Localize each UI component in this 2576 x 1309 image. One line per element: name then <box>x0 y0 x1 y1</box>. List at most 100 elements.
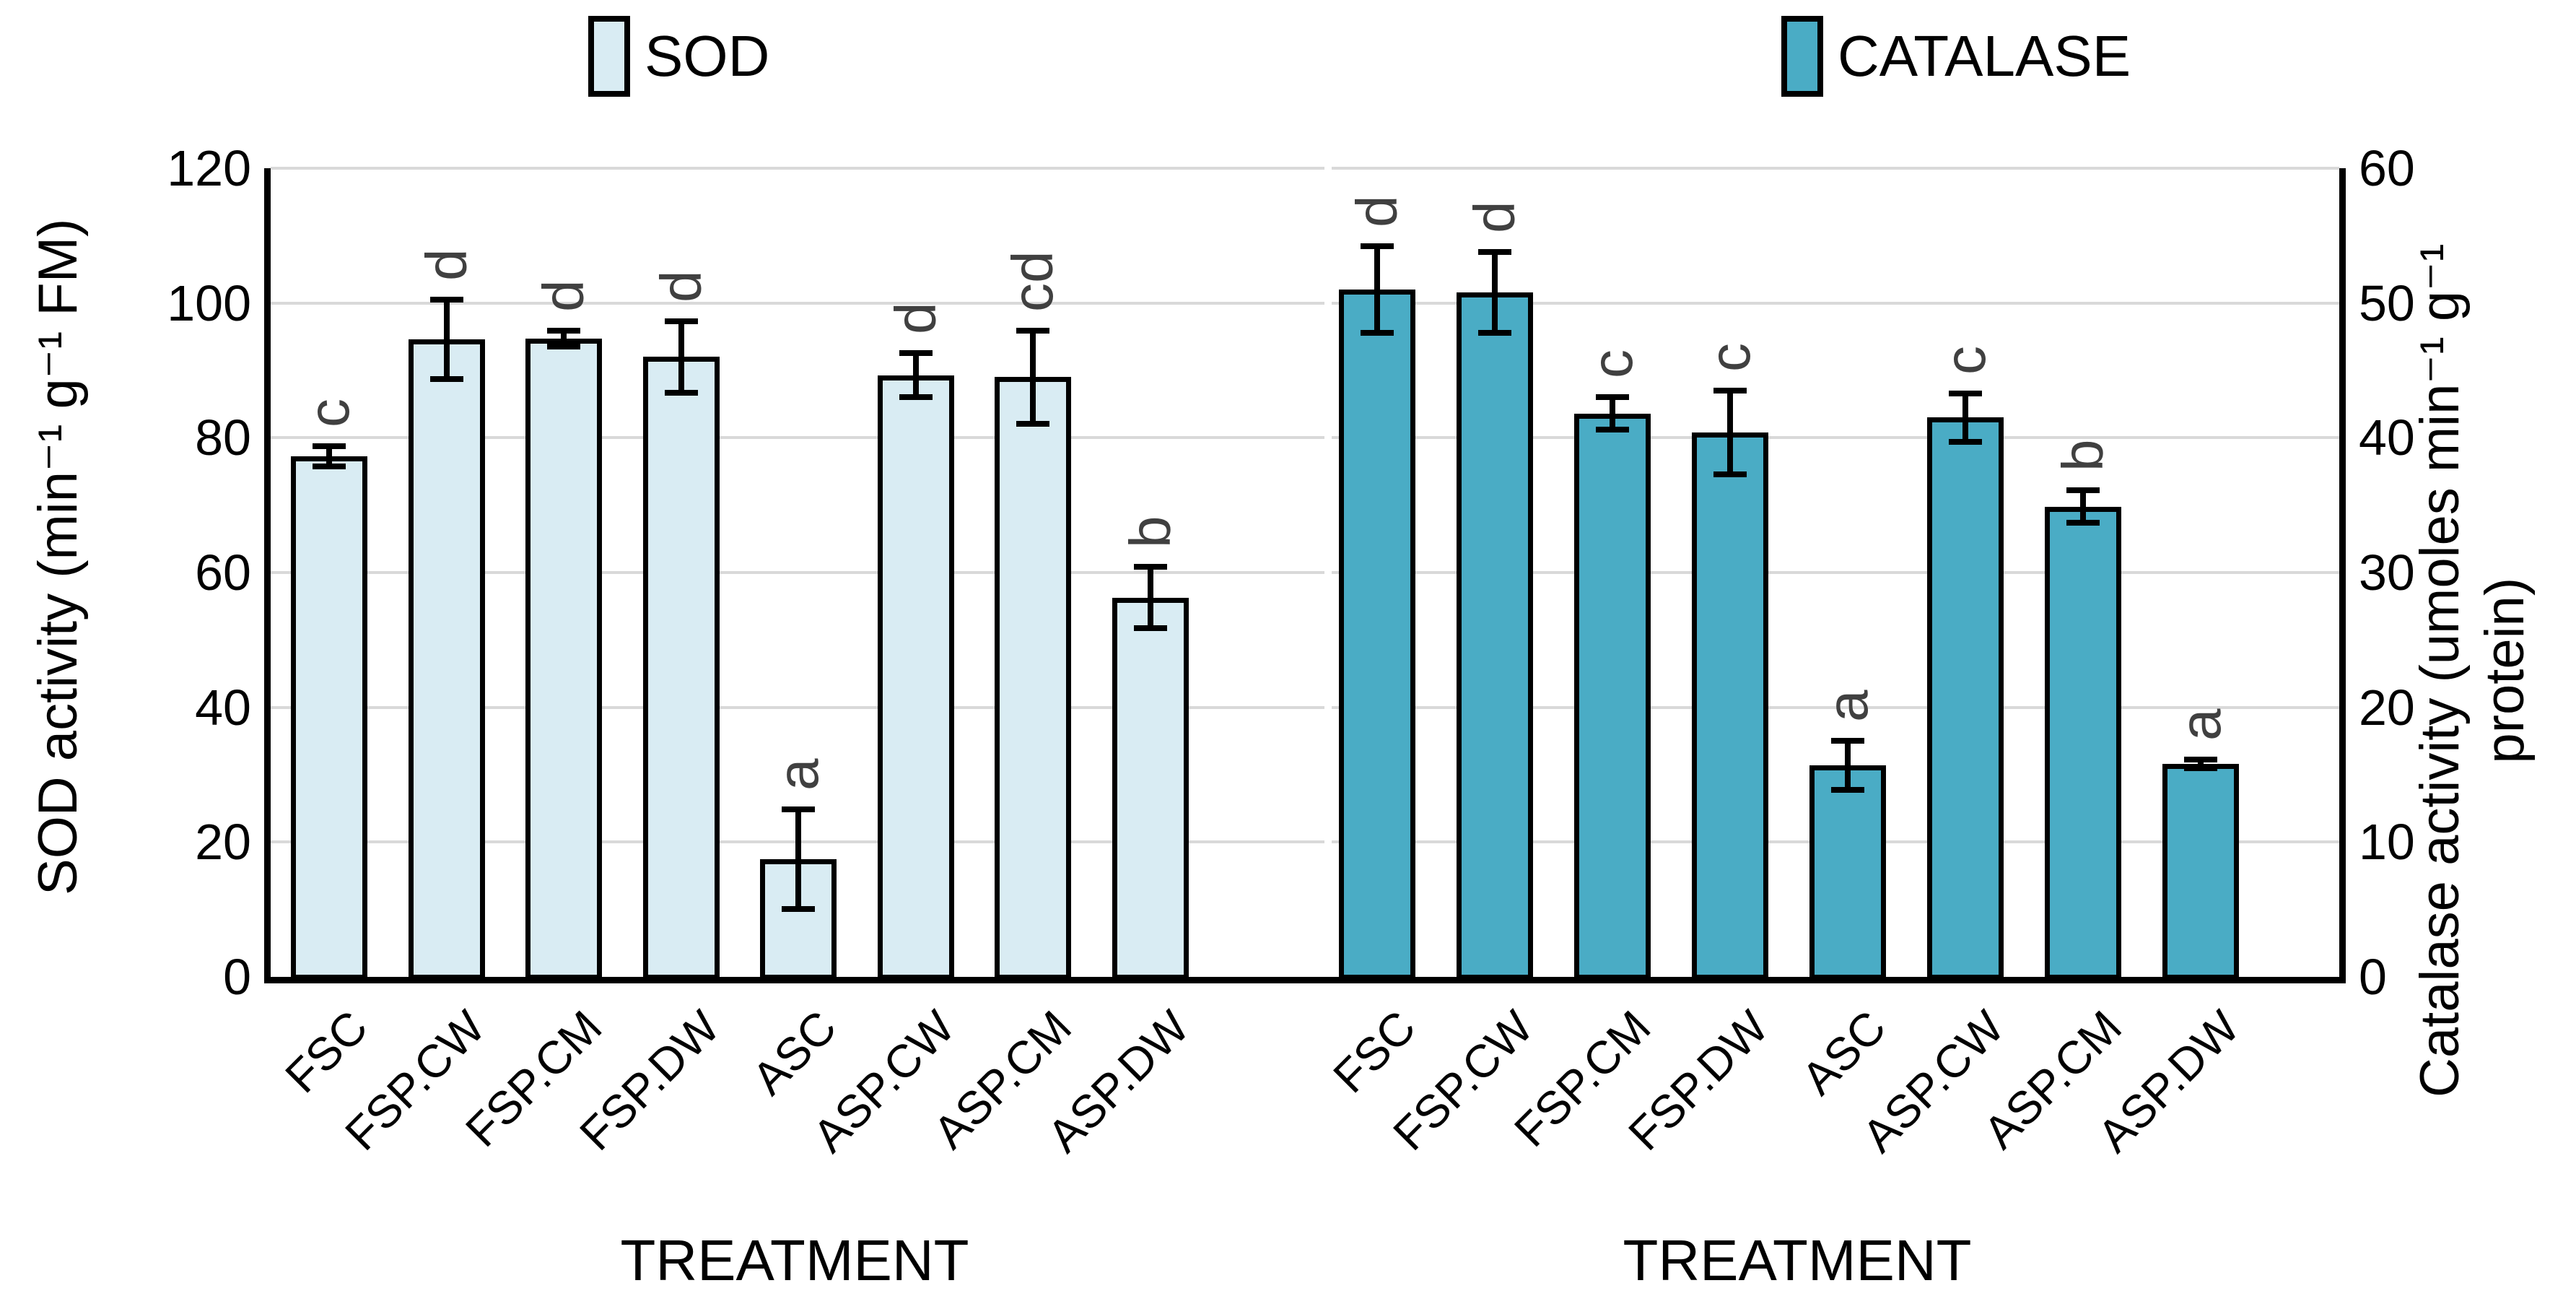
gridline-sod-40 <box>271 705 1324 709</box>
error-bar-cap-bottom <box>1361 329 1394 336</box>
x-category-label-sod-fsc: FSC <box>275 1000 377 1103</box>
gridline-catalase-40 <box>1332 436 2339 440</box>
error-bar-cap-bottom <box>547 344 580 350</box>
sig-letter-sod-fsc: c <box>297 398 361 427</box>
bar-catalase-fsp-dw <box>1692 432 1768 980</box>
error-bar-cap-bottom <box>1949 438 1982 445</box>
y-tick-label-sod-100: 100 <box>167 274 251 331</box>
gridline-sod-120 <box>271 167 1324 170</box>
error-bar-catalase-asc <box>1845 741 1851 790</box>
error-bar-cap-bottom <box>430 376 463 383</box>
error-bar-catalase-fsc <box>1374 246 1380 333</box>
x-category-label-catalase-fsc: FSC <box>1323 1000 1425 1103</box>
sig-letter-catalase-asp-dw: a <box>2168 708 2232 742</box>
sig-letter-catalase-fsc: d <box>1345 195 1409 228</box>
error-bar-cap-top <box>430 297 463 303</box>
bar-sod-fsp-dw <box>643 357 720 980</box>
error-bar-cap-top <box>1949 390 1982 396</box>
y-tick-label-sod-120: 120 <box>167 140 251 196</box>
error-bar-cap-top <box>1016 327 1049 334</box>
error-bar-cap-top <box>1361 243 1394 250</box>
y-tick-label-catalase-10: 10 <box>2359 814 2415 871</box>
error-bar-cap-bottom <box>1134 625 1167 632</box>
bar-catalase-asp-cw <box>1927 417 2004 980</box>
error-bar-cap-top <box>313 443 346 449</box>
error-bar-cap-top <box>1478 248 1511 255</box>
sig-letter-sod-asc: a <box>766 758 830 791</box>
error-bar-cap-top <box>1831 738 1864 744</box>
gridline-sod-60 <box>271 571 1324 574</box>
error-bar-cap-bottom <box>899 394 933 401</box>
error-bar-sod-asp-dw <box>1148 566 1153 629</box>
sig-letter-catalase-asc: a <box>1815 690 1879 723</box>
bar-sod-fsp-cm <box>525 339 602 980</box>
error-bar-cap-top <box>1596 394 1629 401</box>
left-y-axis-line <box>264 168 271 983</box>
error-bar-catalase-asp-cm <box>2080 490 2086 523</box>
right-x-axis-title: TREATMENT <box>1623 1228 1972 1292</box>
bar-sod-fsp-cw <box>409 339 485 980</box>
error-bar-cap-bottom <box>782 905 815 912</box>
error-bar-cap-bottom <box>665 389 698 396</box>
error-bar-cap-top <box>2184 757 2217 763</box>
sig-letter-catalase-asp-cm: b <box>2051 439 2115 472</box>
gridline-sod-80 <box>271 436 1324 440</box>
error-bar-cap-bottom <box>1596 427 1629 433</box>
bar-sod-asp-cm <box>995 377 1071 980</box>
sig-letter-sod-fsp-cm: d <box>531 279 595 312</box>
y-tick-label-sod-80: 80 <box>195 409 251 466</box>
error-bar-catalase-asp-cw <box>1962 393 1968 442</box>
legend-label-sod: SOD <box>645 24 770 88</box>
error-bar-cap-top <box>2066 487 2100 494</box>
sig-letter-sod-fsp-cw: d <box>414 248 479 282</box>
gridline-catalase-30 <box>1332 571 2339 574</box>
sig-letter-catalase-fsp-cw: d <box>1462 201 1527 233</box>
error-bar-catalase-fsp-cm <box>1610 397 1615 430</box>
error-bar-cap-bottom <box>1713 471 1747 477</box>
sig-letter-catalase-fsp-cm: c <box>1580 349 1644 379</box>
error-bar-cap-top <box>1134 563 1167 570</box>
bar-sod-asp-dw <box>1112 597 1189 980</box>
right-y-axis-line <box>2339 168 2346 983</box>
bar-catalase-asp-cm <box>2045 506 2121 980</box>
error-bar-cap-top <box>899 349 933 356</box>
bar-catalase-fsc <box>1339 290 1415 980</box>
gridline-catalase-20 <box>1332 705 2339 709</box>
bar-catalase-asp-dw <box>2162 764 2239 980</box>
error-bar-catalase-fsp-dw <box>1727 391 1733 474</box>
x-axis-line <box>264 977 2346 983</box>
y-tick-label-catalase-0: 0 <box>2359 949 2387 1005</box>
error-bar-cap-bottom <box>313 463 346 469</box>
y-tick-label-catalase-20: 20 <box>2359 679 2415 736</box>
error-bar-cap-bottom <box>1478 329 1511 336</box>
y-tick-label-sod-0: 0 <box>223 949 251 1005</box>
bar-catalase-asc <box>1809 765 1886 980</box>
y-tick-label-catalase-30: 30 <box>2359 544 2415 601</box>
bar-sod-asp-cw <box>878 375 954 980</box>
legend-swatch-catalase <box>1781 16 1823 97</box>
error-bar-sod-fsp-cm <box>561 330 567 347</box>
y-tick-label-sod-40: 40 <box>195 679 251 736</box>
error-bar-cap-top <box>547 327 580 334</box>
gridline-sod-100 <box>271 301 1324 305</box>
sig-letter-sod-asp-cm: cd <box>1000 251 1065 312</box>
gridline-catalase-50 <box>1332 301 2339 305</box>
gridline-catalase-60 <box>1332 167 2339 170</box>
bar-sod-fsc <box>291 456 367 980</box>
sig-letter-catalase-fsp-dw: c <box>1698 343 1762 372</box>
bar-catalase-fsp-cw <box>1457 292 1533 980</box>
x-category-label-catalase-asc: ASC <box>1791 1000 1896 1105</box>
x-category-label-sod-asc: ASC <box>742 1000 847 1105</box>
error-bar-cap-top <box>665 318 698 324</box>
sig-letter-sod-fsp-dw: d <box>649 270 713 303</box>
error-bar-cap-top <box>1713 388 1747 393</box>
bar-catalase-fsp-cm <box>1574 413 1651 980</box>
y-tick-label-catalase-50: 50 <box>2359 274 2415 331</box>
error-bar-sod-fsp-dw <box>678 321 684 393</box>
error-bar-sod-asp-cm <box>1030 330 1036 424</box>
error-bar-sod-fsc <box>326 445 332 466</box>
y-tick-label-sod-20: 20 <box>195 814 251 871</box>
error-bar-cap-bottom <box>2066 519 2100 526</box>
